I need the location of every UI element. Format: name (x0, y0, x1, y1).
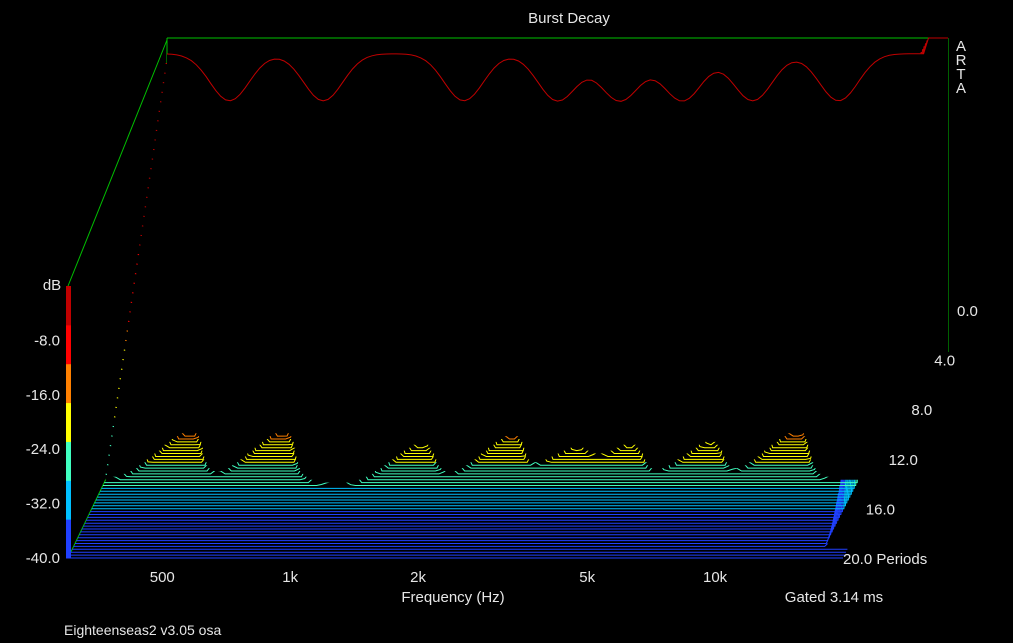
depth-tick-label: 4.0 (934, 353, 955, 370)
z-tick-label: -32.0 (26, 496, 60, 513)
decay-slice-mask (84, 477, 861, 524)
decay-slice-line (93, 429, 870, 507)
decay-slice-line (108, 341, 886, 475)
gate-label: Gated 3.14 ms (785, 589, 883, 606)
decay-slice-mask (76, 525, 852, 541)
z-tick-label: -8.0 (34, 332, 60, 349)
decay-slice-line (113, 309, 892, 463)
decay-slice-line (83, 485, 860, 527)
depth-tick-label: 12.0 (889, 452, 918, 469)
z-tick-label: -40.0 (26, 550, 60, 567)
decay-slice-line (81, 493, 858, 530)
x-tick-label: 500 (150, 569, 175, 586)
z-tick-label: -24.0 (26, 441, 60, 458)
decay-slice-line (102, 373, 880, 486)
x-axis-label: Frequency (Hz) (401, 589, 504, 606)
decay-slice-line (79, 509, 855, 536)
decay-slice-mask (79, 509, 855, 535)
z-colorbar (66, 286, 71, 559)
x-tick-label: 1k (282, 569, 298, 586)
decay-slice-mask (80, 501, 857, 532)
depth-tick-label: 0.0 (957, 303, 978, 320)
depth-axis-ticks: 0.0 4.0 8.0 12.0 16.0 20.0 Periods (843, 303, 978, 568)
decay-slice-line (76, 525, 852, 542)
decay-slice-line (95, 413, 873, 501)
colorbar-segment (66, 363, 71, 404)
decay-slice-line (105, 357, 883, 481)
decay-slice-line (90, 445, 867, 513)
decay-slice-line (80, 501, 857, 533)
decay-slice-line (84, 477, 861, 524)
colorbar-segment (66, 324, 71, 365)
decay-slice-line (100, 389, 877, 492)
decay-slice-line (87, 461, 864, 518)
z-axis-ticks: -8.0 -16.0 -24.0 -32.0 -40.0 (26, 332, 60, 567)
decay-slice-line (91, 437, 869, 510)
x-tick-label: 5k (579, 569, 595, 586)
decay-slice-line (73, 541, 849, 547)
decay-slice-line (101, 381, 879, 489)
decay-slice-line (104, 365, 882, 484)
colorbar-segment (66, 441, 71, 481)
decay-slice-mask (86, 469, 863, 521)
colorbar-segment (66, 480, 71, 520)
depth-tick-label: 16.0 (866, 501, 895, 518)
decay-slice-line (166, 37, 948, 102)
x-tick-label: 10k (703, 569, 728, 586)
decay-slice-line (109, 333, 888, 472)
x-axis-ticks: 500 1k 2k 5k 10k (150, 569, 728, 586)
colorbar-segment (66, 519, 71, 559)
decay-slice-line (86, 469, 863, 521)
decay-slice-line (106, 349, 885, 478)
z-tick-label: -16.0 (26, 387, 60, 404)
decay-slice-line (77, 517, 854, 539)
decay-slice-line (97, 405, 875, 498)
depth-tick-label: 8.0 (911, 402, 932, 419)
depth-tick-label: 20.0 Periods (843, 551, 927, 568)
decay-slice-line (111, 325, 889, 469)
colorbar-segment (66, 286, 71, 326)
decay-slice-line (75, 533, 851, 544)
chart-title: Burst Decay (528, 10, 610, 27)
decay-slice-line (94, 421, 872, 504)
side-top-edge (67, 39, 168, 287)
footer-text: Eighteenseas2 v3.05 osa (64, 622, 222, 638)
decay-slice-line (98, 397, 876, 495)
decay-slice-line (112, 317, 891, 466)
z-axis-label: dB (43, 277, 61, 294)
colorbar-segment (66, 402, 71, 442)
decay-slice-mask (73, 541, 849, 547)
decay-slice-line (88, 453, 866, 515)
decay-slice-mask (167, 38, 948, 352)
x-tick-label: 2k (410, 569, 426, 586)
decay-curves (68, 37, 948, 559)
